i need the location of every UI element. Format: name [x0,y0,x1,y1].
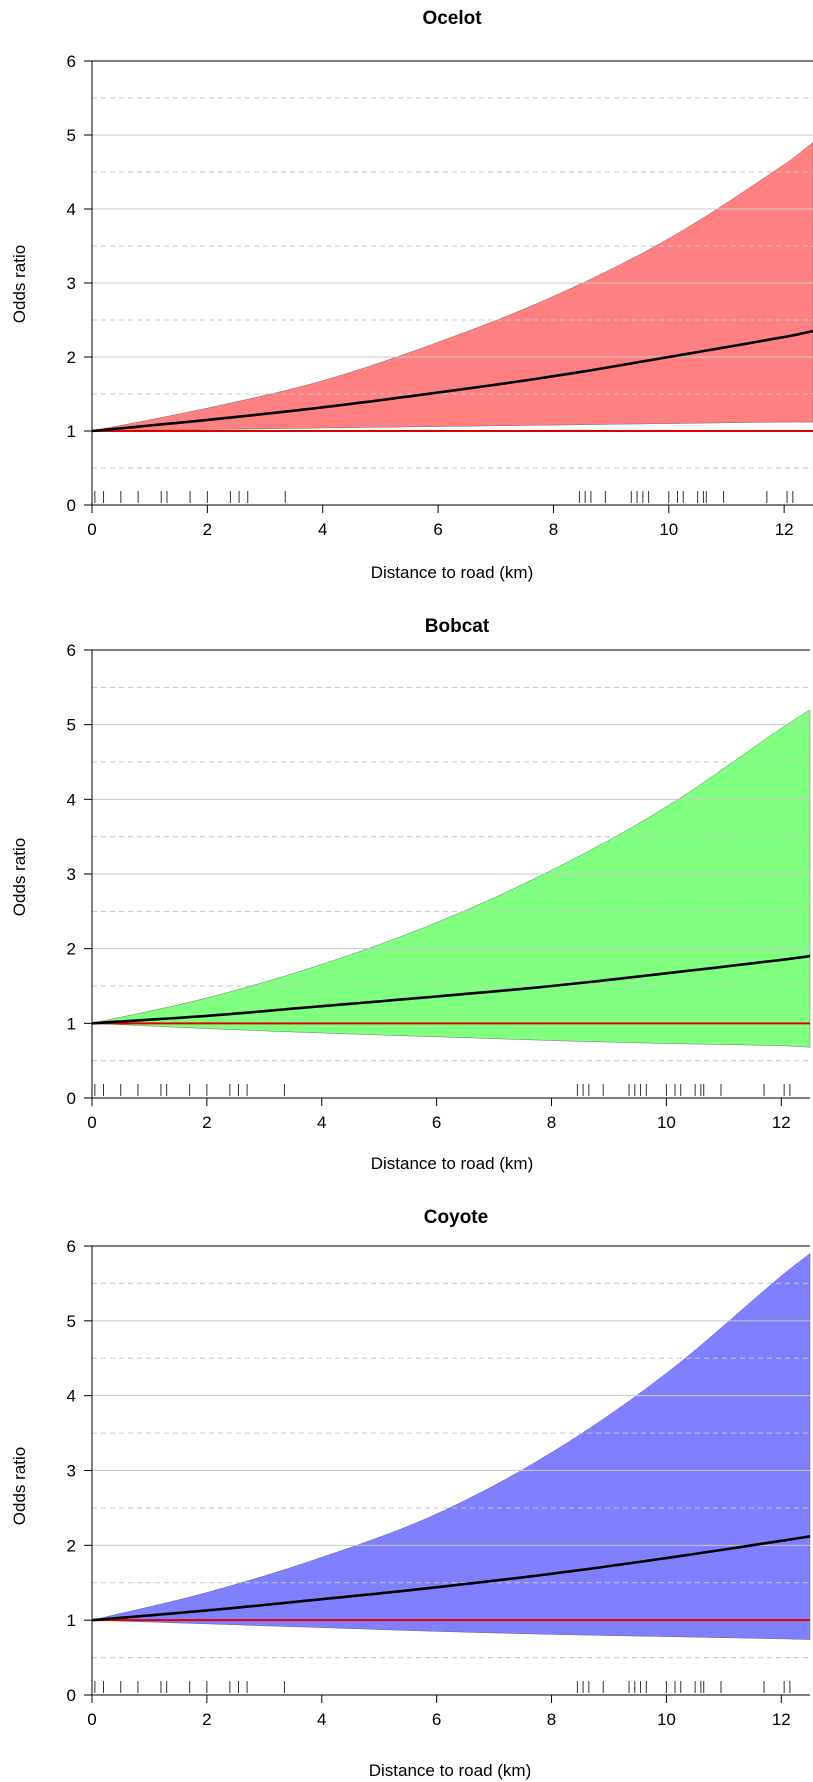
chart-title: Coyote [424,1207,488,1228]
y-tick-label: 0 [67,496,76,515]
x-tick-label: 0 [87,1113,96,1132]
x-tick-label: 12 [772,1113,791,1132]
line-layer [91,1535,811,1622]
y-tick-label: 5 [67,716,76,735]
x-tick-label: 12 [775,520,794,539]
y-tick-label: 2 [67,940,76,959]
chart-title: Ocelot [422,8,482,29]
y-tick-label: 4 [67,1387,76,1406]
y-tick-label: 6 [67,641,76,660]
x-tick-label: 4 [318,520,327,539]
y-tick-label: 5 [67,1312,76,1331]
y-axis-label: Odds ratio [10,838,29,916]
x-axis-label: Distance to road (km) [371,1154,534,1173]
rug-layer [94,491,794,503]
estimate-line [91,954,811,1025]
gridline-layer [92,649,810,1062]
confidence-band [91,709,811,1048]
y-tick-label: 3 [67,865,76,884]
y-tick-label: 0 [67,1089,76,1108]
line-layer [91,329,813,433]
line-layer [91,954,811,1025]
y-axis-label: Odds ratio [10,245,29,323]
y-tick-label: 4 [67,200,76,219]
x-tick-label: 4 [317,1710,326,1729]
y-tick-label: 2 [67,348,76,367]
y-tick-label: 3 [67,274,76,293]
x-axis-label: Distance to road (km) [371,563,534,582]
y-tick-label: 1 [67,1014,76,1033]
y-tick-label: 4 [67,790,76,809]
y-tick-label: 2 [67,1536,76,1555]
rug-layer [94,1084,791,1096]
y-tick-label: 1 [67,1611,76,1630]
y-tick-label: 5 [67,126,76,145]
rug-layer [94,1681,791,1693]
estimate-line [91,329,813,433]
y-tick-label: 0 [67,1686,76,1705]
y-tick-label: 1 [67,422,76,441]
x-tick-label: 6 [432,1710,441,1729]
ci-band-layer [91,709,811,1048]
confidence-band [91,142,813,432]
x-tick-label: 8 [547,1113,556,1132]
x-tick-label: 10 [659,520,678,539]
x-tick-label: 8 [549,520,558,539]
x-tick-label: 2 [203,520,212,539]
x-tick-label: 0 [87,520,96,539]
y-tick-label: 3 [67,1462,76,1481]
ci-band-layer [91,1253,811,1640]
x-tick-label: 8 [547,1710,556,1729]
ci-band-layer [91,142,813,432]
x-tick-label: 6 [433,520,442,539]
estimate-line [91,1535,811,1622]
y-tick-label: 6 [67,52,76,71]
x-tick-label: 0 [87,1710,96,1729]
y-tick-label: 6 [67,1237,76,1256]
confidence-band [91,1253,811,1640]
x-tick-label: 12 [772,1710,791,1729]
x-tick-label: 10 [657,1113,676,1132]
x-tick-label: 4 [317,1113,326,1132]
chart-title: Bobcat [425,616,490,637]
x-axis-label: Distance to road (km) [369,1761,532,1780]
x-tick-label: 2 [202,1710,211,1729]
y-axis-label: Odds ratio [10,1447,29,1525]
x-tick-label: 6 [432,1113,441,1132]
x-tick-label: 2 [202,1113,211,1132]
x-tick-label: 10 [657,1710,676,1729]
